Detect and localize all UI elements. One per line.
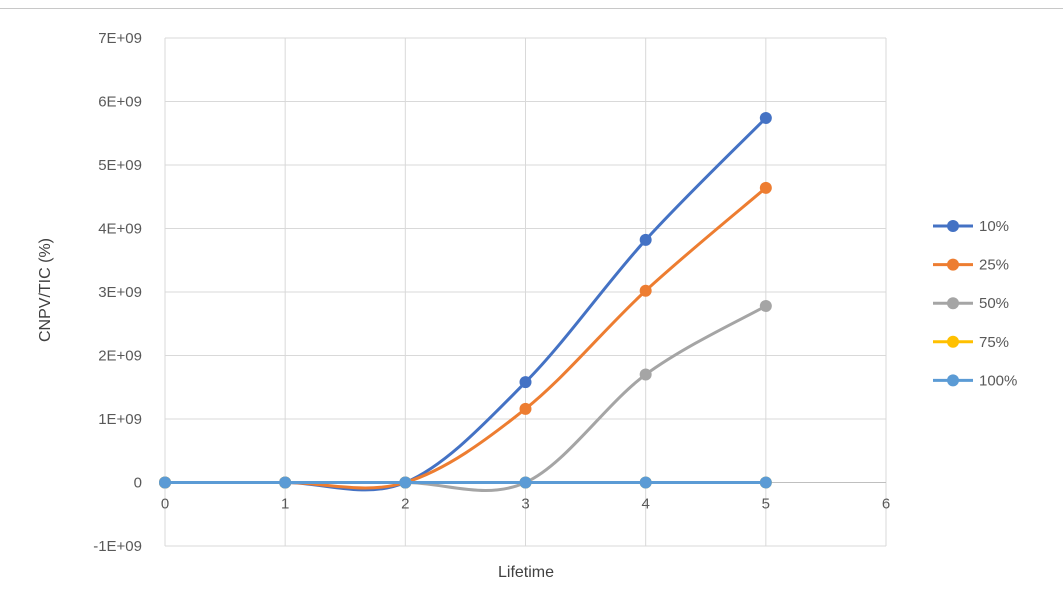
legend-label: 25%: [979, 257, 1009, 274]
data-point: [639, 368, 652, 381]
legend-marker: [947, 297, 959, 310]
legend-item: 25%: [933, 257, 1009, 274]
grid-lines: [164, 37, 887, 547]
y-axis-title: CNPV/TIC (%): [37, 238, 54, 342]
y-tick-label: 7E+09: [98, 30, 142, 47]
x-tick-label: 3: [521, 496, 529, 513]
x-tick-label: 0: [161, 496, 169, 513]
data-point: [399, 476, 412, 489]
data-point: [519, 402, 532, 415]
data-point: [759, 181, 772, 194]
y-tick-label: 1E+09: [98, 411, 142, 428]
x-axis-title: Lifetime: [498, 564, 554, 581]
data-point: [279, 476, 292, 489]
legend: 10% 25% 50% 75% 100%: [933, 218, 1017, 389]
data-point: [759, 299, 772, 312]
series-lines: [159, 112, 772, 492]
legend-item: 50%: [933, 295, 1009, 312]
data-point: [639, 284, 652, 297]
y-tick-label: 4E+09: [98, 221, 142, 238]
data-point: [159, 476, 171, 489]
top-divider: [0, 8, 1063, 9]
legend-marker: [947, 220, 959, 232]
legend-marker: [947, 335, 959, 348]
x-tick-label: 1: [281, 496, 289, 513]
x-tick-label: 2: [401, 496, 409, 513]
legend-marker: [947, 258, 959, 271]
series-line: [163, 116, 768, 492]
x-tick-label: 4: [641, 496, 649, 513]
x-tick-label: 6: [882, 496, 890, 513]
y-tick-label: 5E+09: [98, 157, 142, 174]
legend-label: 10%: [979, 218, 1009, 235]
legend-label: 75%: [979, 334, 1009, 351]
legend-item: 10%: [933, 218, 1009, 235]
legend-marker: [947, 374, 959, 387]
y-axis-tick-labels: -1E+09 0 1E+09 2E+09 3E+09 4E+09 5E+09 6E+09 7E+…: [93, 30, 142, 555]
x-axis-tick-labels: 0 1 2 3 4 5 6: [161, 496, 890, 513]
data-point: [639, 233, 652, 246]
y-tick-label: 0: [134, 475, 142, 492]
data-point: [639, 476, 652, 489]
y-tick-label: -1E+09: [93, 538, 142, 555]
series-50pct: [159, 299, 772, 492]
data-point: [519, 376, 532, 389]
data-point: [519, 476, 532, 489]
data-point: [759, 112, 772, 125]
legend-label: 50%: [979, 295, 1009, 312]
legend-label: 100%: [979, 372, 1017, 389]
series-line: [163, 304, 768, 492]
y-tick-label: 3E+09: [98, 284, 142, 301]
series-100pct: [159, 476, 772, 489]
y-tick-label: 6E+09: [98, 94, 142, 111]
y-tick-label: 2E+09: [98, 348, 142, 365]
legend-item: 75%: [933, 334, 1009, 351]
series-10pct: [159, 112, 772, 492]
legend-item: 100%: [933, 372, 1017, 389]
data-point: [759, 476, 772, 489]
x-tick-label: 5: [762, 496, 770, 513]
